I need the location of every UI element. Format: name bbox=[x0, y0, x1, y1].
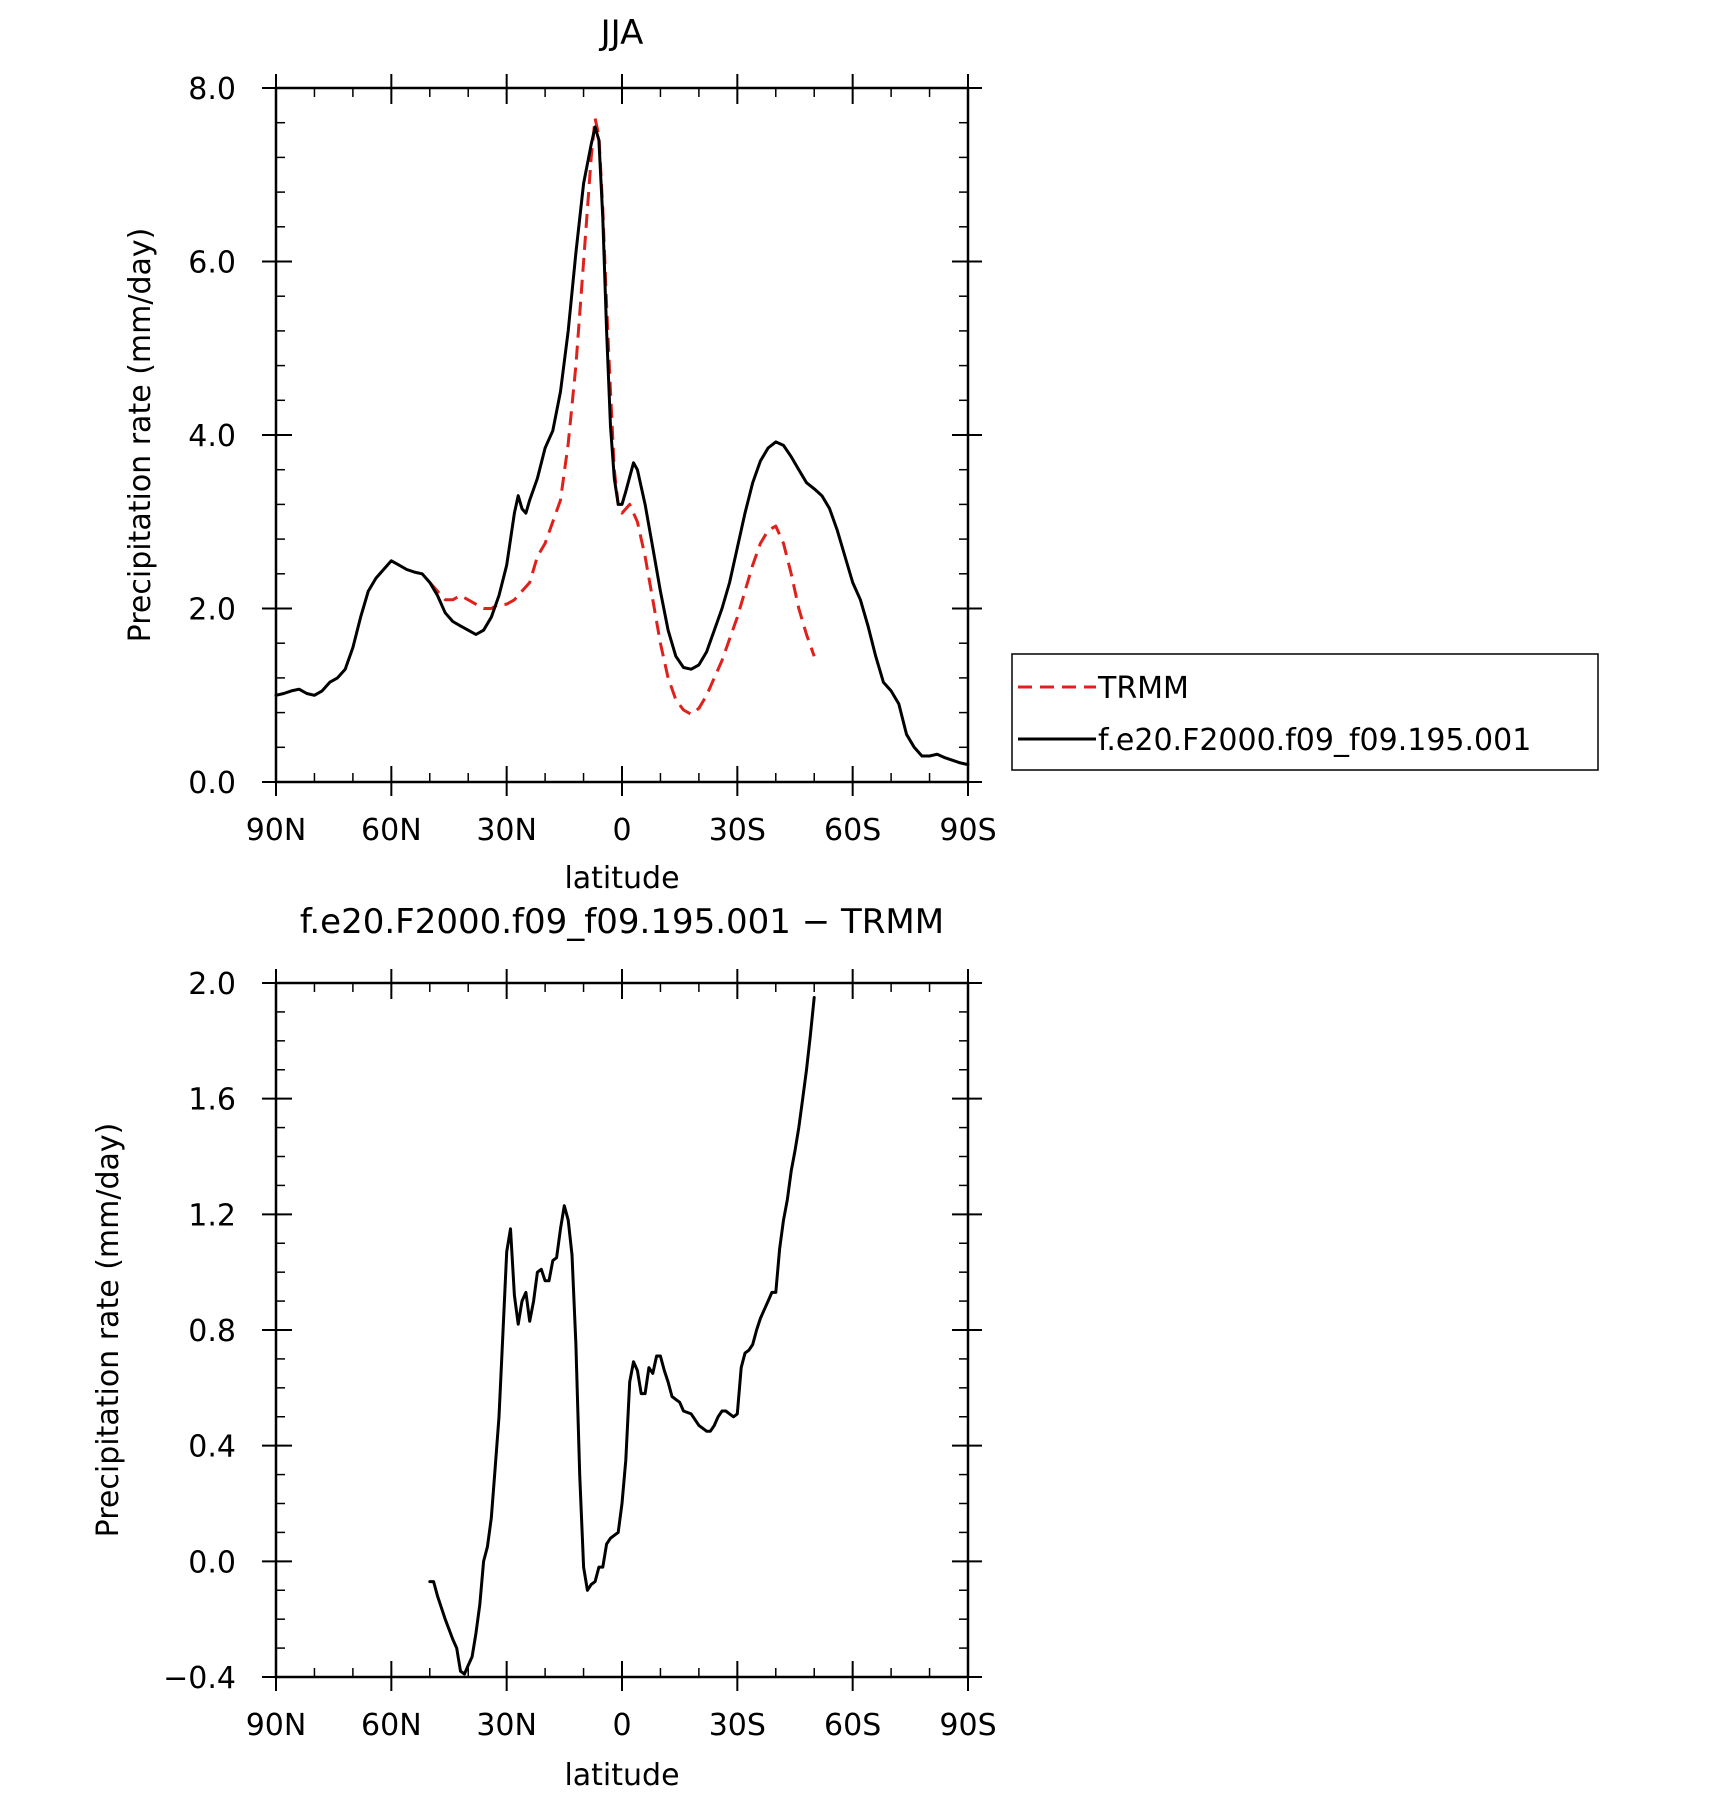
x-tick-label: 90N bbox=[246, 1708, 307, 1743]
x-tick-label: 60N bbox=[361, 813, 422, 848]
chart-title: f.e20.F2000.f09_f09.195.001 − TRMM bbox=[300, 902, 944, 942]
y-axis-label: Precipitation rate (mm/day) bbox=[123, 228, 158, 643]
bottom-chart: f.e20.F2000.f09_f09.195.001 − TRMM −0.4 0.… bbox=[91, 902, 997, 1793]
legend-label: TRMM bbox=[1097, 671, 1189, 706]
plot-frame bbox=[274, 86, 970, 784]
y-tick-label: 2.0 bbox=[188, 967, 236, 1002]
legend-label: f.e20.F2000.f09_f09.195.001 bbox=[1098, 723, 1531, 758]
y-tick-label: −0.4 bbox=[163, 1661, 236, 1696]
x-tick-label: 30S bbox=[709, 813, 766, 848]
x-tick-label: 30S bbox=[709, 1708, 766, 1743]
y-tick-label: 0.8 bbox=[188, 1314, 236, 1349]
x-axis-label: latitude bbox=[564, 861, 679, 896]
x-tick-label: 90S bbox=[939, 1708, 996, 1743]
y-tick-label: 1.6 bbox=[188, 1083, 236, 1118]
y-tick-label: 0.0 bbox=[188, 1545, 236, 1580]
y-tick-label: 4.0 bbox=[188, 419, 236, 454]
x-tick-label: 30N bbox=[476, 1708, 537, 1743]
y-tick-label: 1.2 bbox=[188, 1198, 236, 1233]
series-line-trmm bbox=[428, 116, 816, 716]
x-tick-label: 60S bbox=[824, 1708, 881, 1743]
y-tick-label: 8.0 bbox=[188, 72, 236, 107]
y-tick-label: 6.0 bbox=[188, 246, 236, 281]
series-line-f-e20-f2000-f09-f09-195-001 bbox=[274, 125, 970, 767]
legend: TRMM f.e20.F2000.f09_f09.195.001 bbox=[1011, 653, 1599, 771]
plot-frame bbox=[274, 981, 970, 1679]
x-tick-label: 90N bbox=[246, 813, 307, 848]
x-tick-label: 90S bbox=[939, 813, 996, 848]
legend-box bbox=[1011, 653, 1599, 771]
x-tick-label: 30N bbox=[476, 813, 537, 848]
x-tick-label: 60S bbox=[824, 813, 881, 848]
x-tick-label: 60N bbox=[361, 1708, 422, 1743]
chart-title: JJA bbox=[599, 13, 644, 53]
x-tick-label: 0 bbox=[612, 813, 631, 848]
top-chart: JJA 0.0 2.0 4.0 6.0 8.0 90N 60N 30N 0 30S 60S 90S lat… bbox=[123, 13, 1599, 896]
y-tick-label: 0.0 bbox=[188, 766, 236, 801]
x-axis-label: latitude bbox=[564, 1758, 679, 1793]
series-line-diff-0 bbox=[428, 996, 816, 1676]
y-tick-label: 0.4 bbox=[188, 1430, 236, 1465]
x-tick-label: 0 bbox=[612, 1708, 631, 1743]
y-tick-label: 2.0 bbox=[188, 593, 236, 628]
y-axis-label: Precipitation rate (mm/day) bbox=[91, 1123, 126, 1538]
